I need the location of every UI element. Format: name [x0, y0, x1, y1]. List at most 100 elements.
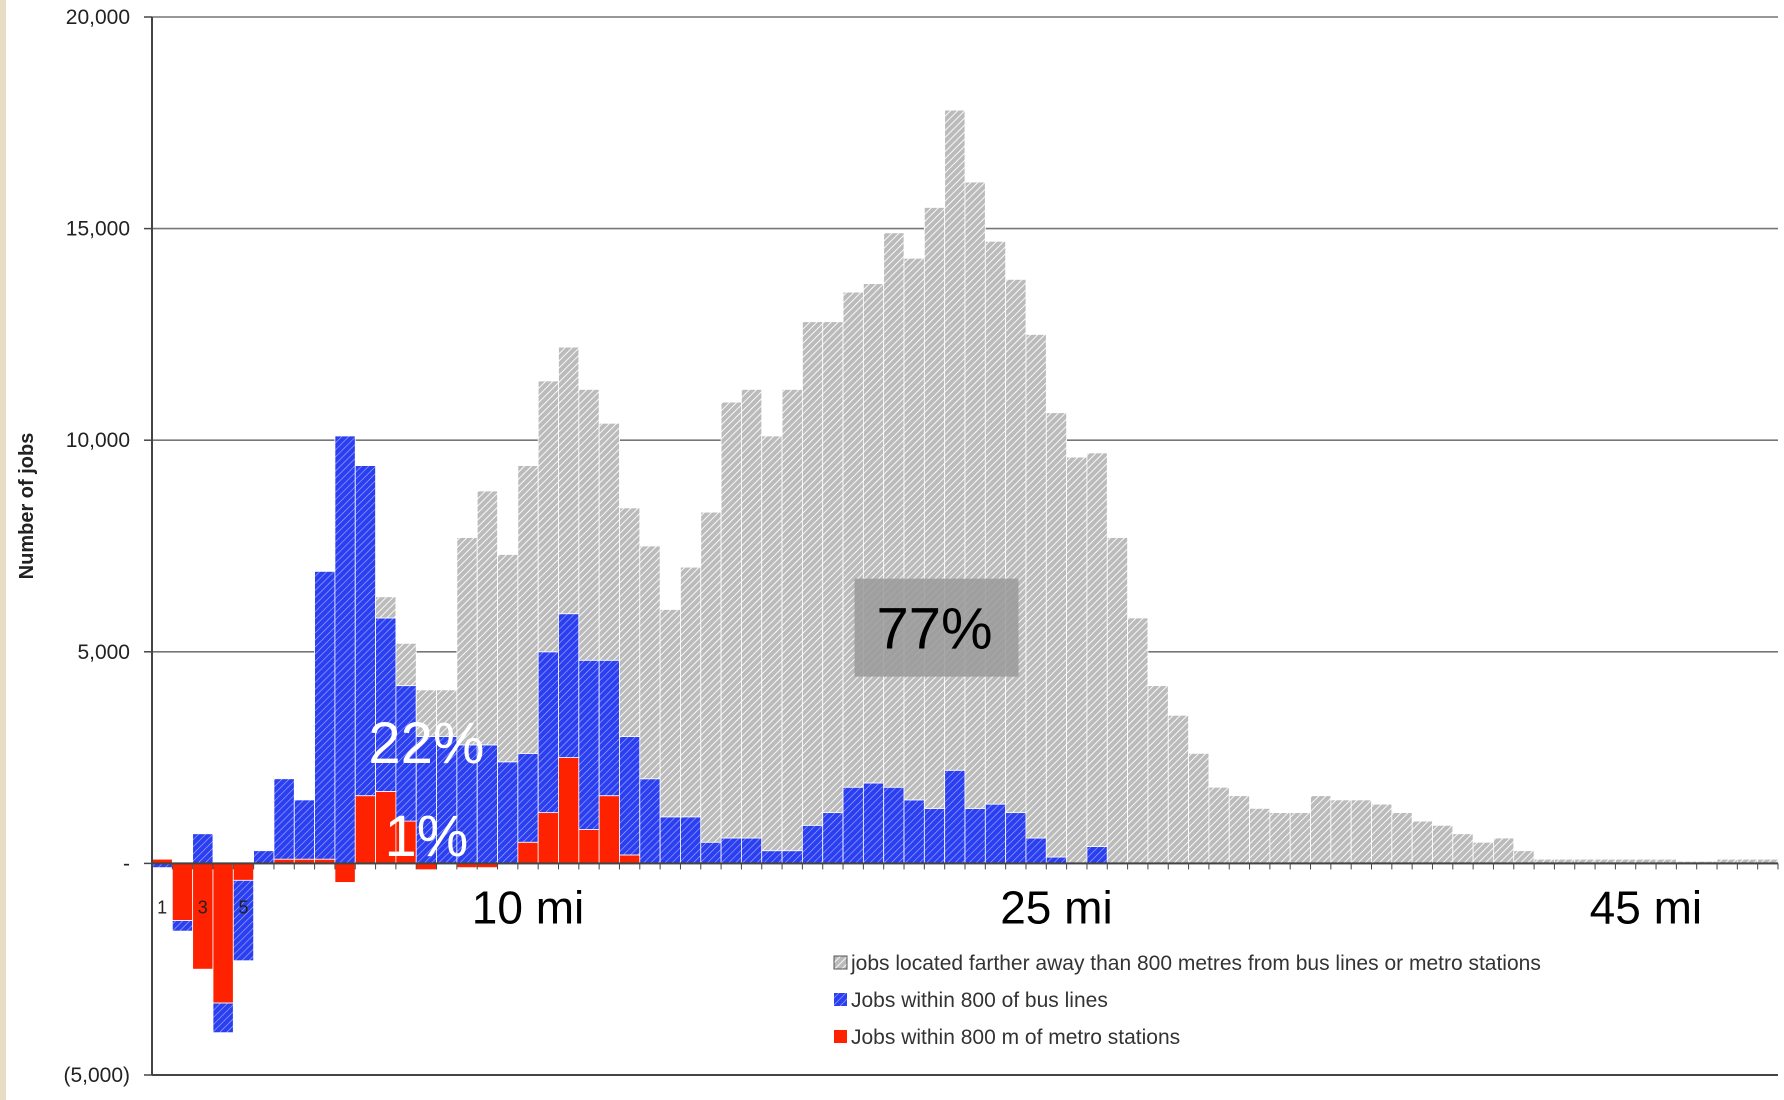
bar-bus: [984, 803, 1007, 864]
bar-farther: [619, 507, 641, 737]
bar-farther: [1147, 685, 1169, 864]
bar-bus: [497, 761, 519, 864]
bar-farther: [1310, 795, 1332, 864]
y-tick-label: (5,000): [63, 1064, 130, 1087]
bar-bus: [1025, 837, 1047, 864]
bar-farther: [680, 566, 702, 818]
y-tick-label: 15,000: [66, 218, 130, 241]
bar-farther: [984, 240, 1007, 805]
bar-farther: [1167, 714, 1189, 864]
bar-bus: [659, 816, 681, 864]
y-tick-label: -: [123, 852, 130, 875]
annotation-box: [854, 578, 1019, 677]
bar-farther: [1188, 752, 1210, 864]
bar-farther: [1432, 824, 1454, 864]
bar-metro: [578, 829, 600, 864]
bar-bus: [781, 850, 803, 864]
bar-bus: [212, 1002, 234, 1034]
bar-farther: [558, 346, 580, 615]
bar-bus: [1005, 812, 1027, 864]
bar-farther: [1493, 837, 1515, 864]
bar-farther: [1045, 412, 1068, 858]
bar-farther: [1452, 833, 1474, 864]
bar-farther: [781, 389, 803, 852]
legend-label: Jobs within 800 of bus lines: [851, 989, 1108, 1012]
bars: [151, 109, 1779, 1034]
bar-farther: [659, 609, 681, 818]
y-tick-label: 10,000: [66, 429, 130, 452]
y-tick-label: 20,000: [66, 6, 130, 29]
bar-bus: [558, 613, 580, 758]
bar-farther: [537, 380, 559, 653]
bar-farther: [497, 554, 519, 763]
bar-farther: [476, 490, 498, 746]
bar-bus: [720, 837, 742, 864]
bar-farther: [1127, 617, 1149, 864]
bar-bus: [680, 816, 702, 864]
bar-farther: [1350, 799, 1372, 864]
bar-bus: [842, 786, 864, 864]
axes: [144, 16, 1779, 1076]
bar-bus: [639, 778, 661, 864]
x-tick-label: 5: [238, 897, 248, 917]
bar-metro: [354, 795, 376, 864]
bar-metro: [232, 863, 255, 881]
distance-label: 25 mi: [1000, 881, 1112, 933]
x-tick-label: 3: [198, 897, 208, 917]
legend-swatch: [834, 1030, 847, 1043]
y-axis-title: Number of jobs: [16, 433, 38, 580]
bar-farther: [395, 642, 417, 687]
bar-farther: [1513, 850, 1535, 864]
annotation-label: 1%: [384, 804, 468, 869]
bar-farther: [639, 545, 661, 780]
labels: 20,000 15,000 10,000 5,000 - (5,000) Number of…: [16, 6, 1702, 1087]
legend-label: Jobs within 800 m of metro stations: [851, 1026, 1180, 1049]
legend-swatch: [833, 955, 848, 970]
bar-bus: [232, 879, 255, 962]
bar-farther: [822, 321, 844, 814]
bar-bus: [192, 833, 214, 864]
bar-farther: [578, 389, 600, 661]
bar-farther: [842, 291, 864, 788]
bar-bus: [619, 736, 641, 856]
bar-bus: [964, 807, 986, 864]
bar-farther: [1391, 812, 1413, 864]
bar-metro: [558, 757, 580, 864]
bar-bus: [700, 841, 722, 864]
bar-metro: [598, 795, 620, 864]
bar-farther: [1269, 812, 1291, 864]
bar-farther: [802, 321, 824, 826]
annotation-label: 22%: [368, 711, 484, 776]
bar-farther: [1411, 820, 1433, 864]
bar-farther: [761, 435, 783, 852]
bar-farther: [720, 401, 742, 839]
bar-bus: [537, 651, 559, 814]
bar-bus: [883, 786, 905, 864]
bar-metro: [171, 863, 194, 921]
bar-farther: [1472, 841, 1494, 864]
bar-farther: [700, 511, 722, 843]
bar-bus: [944, 769, 966, 864]
bar-bus: [293, 799, 315, 860]
bar-bus: [273, 778, 295, 860]
y-tick-label: 5,000: [77, 641, 130, 664]
bar-farther: [598, 422, 620, 661]
bar-farther: [964, 181, 986, 809]
bar-farther: [1330, 799, 1352, 864]
bar-bus: [517, 752, 539, 843]
bar-farther: [903, 257, 925, 801]
bar-farther: [1249, 807, 1271, 864]
distance-label: 10 mi: [472, 881, 584, 933]
bar-bus: [1086, 846, 1108, 864]
bar-bus: [578, 659, 600, 830]
bar-farther: [1066, 456, 1088, 864]
bar-bus: [761, 850, 783, 864]
bar-farther: [862, 283, 885, 784]
x-tick-label: 1: [157, 897, 167, 917]
bar-metro: [517, 841, 539, 864]
distance-label: 45 mi: [1590, 881, 1702, 933]
bar-bus: [741, 837, 763, 864]
bar-bus: [314, 570, 336, 860]
bar-bus: [822, 812, 844, 864]
